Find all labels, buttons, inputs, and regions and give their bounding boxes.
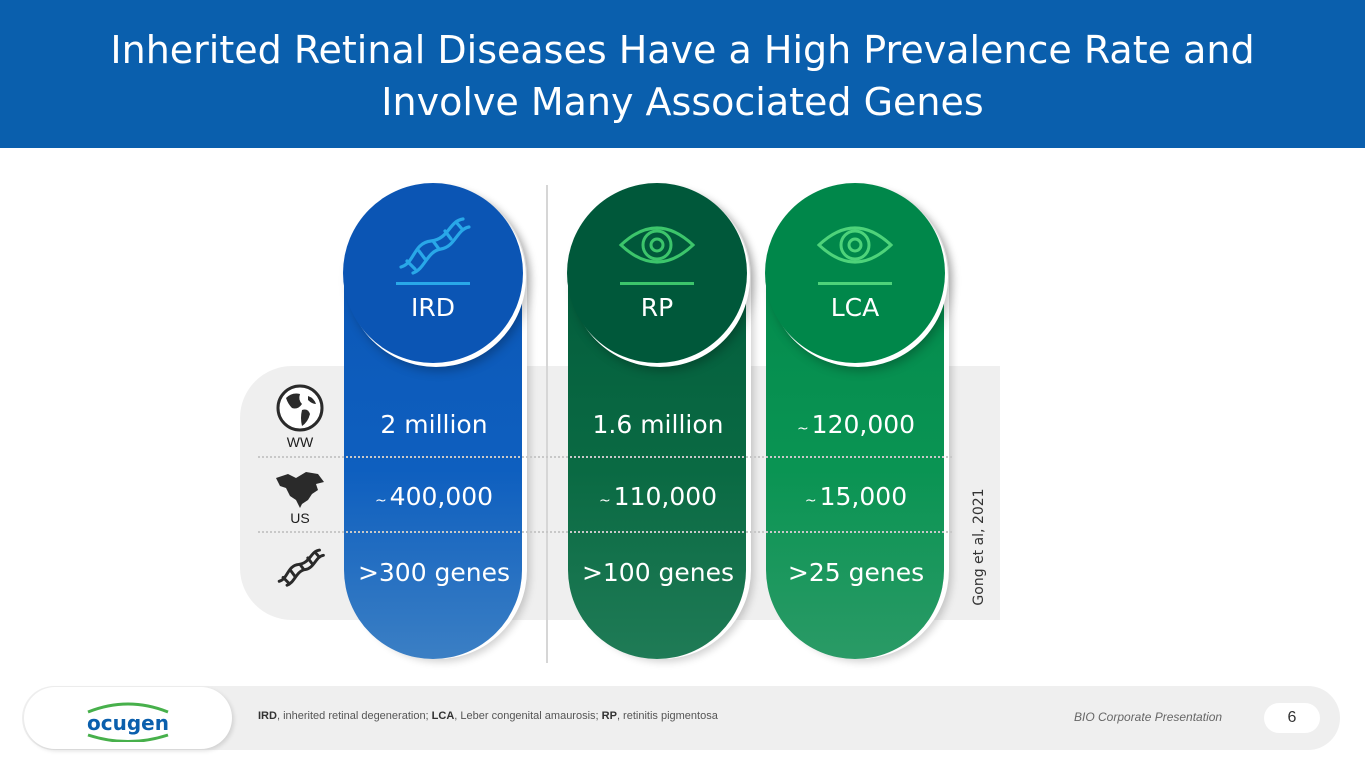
- ird-ww-value: 2 million: [380, 410, 488, 439]
- lca-header-cap: LCA: [765, 183, 945, 363]
- slide-title: Inherited Retinal Diseases Have a High P…: [110, 28, 1255, 124]
- ird-us-value: ~400,000: [374, 482, 494, 511]
- dna-icon: [399, 217, 471, 275]
- eye-icon: [816, 226, 894, 264]
- row-divider-us-genes: [258, 531, 952, 533]
- ww-label: WW: [286, 434, 314, 450]
- us-label: US: [290, 510, 310, 526]
- page-number: 6: [1264, 703, 1320, 733]
- ocugen-logo: ocugen: [87, 702, 169, 742]
- rp-genes-value: >100 genes: [581, 558, 735, 587]
- citation: Gong et al, 2021: [971, 487, 987, 606]
- row-divider-ww-us: [258, 456, 952, 458]
- logo-pill: [24, 687, 232, 749]
- ird-underline: [396, 282, 470, 285]
- rp-underline: [620, 282, 694, 285]
- rp-us-value: ~110,000: [598, 482, 718, 511]
- ird-genes-value: >300 genes: [357, 558, 511, 587]
- rp-label: RP: [640, 293, 674, 322]
- lca-us-value: ~15,000: [804, 482, 908, 511]
- ird-header-cap: IRD: [343, 183, 523, 363]
- header-bar: Inherited Retinal Diseases Have a High P…: [0, 0, 1365, 148]
- eye-icon: [618, 226, 696, 264]
- ird-label: IRD: [411, 293, 455, 322]
- rp-header-cap: RP: [567, 183, 747, 363]
- abbreviations-note: IRD, inherited retinal degeneration; LCA…: [258, 710, 718, 722]
- footer-bar: [22, 686, 1340, 750]
- globe-icon: [276, 384, 324, 432]
- lca-genes-value: >25 genes: [787, 558, 925, 587]
- presentation-name: BIO Corporate Presentation: [1074, 710, 1223, 724]
- lca-ww-value: ~120,000: [796, 410, 916, 439]
- dna-icon: [277, 548, 325, 587]
- lca-label: LCA: [830, 293, 880, 322]
- north-america-icon: [276, 472, 324, 508]
- svg-text:ocugen: ocugen: [87, 711, 169, 735]
- rp-ww-value: 1.6 million: [592, 410, 724, 439]
- lca-underline: [818, 282, 892, 285]
- column-divider: [546, 185, 548, 663]
